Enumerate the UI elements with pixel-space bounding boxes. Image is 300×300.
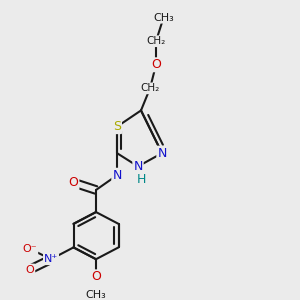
- Text: CH₃: CH₃: [153, 13, 174, 23]
- Text: O: O: [69, 176, 78, 189]
- Text: H: H: [136, 173, 146, 186]
- Text: S: S: [113, 120, 121, 133]
- Text: CH₃: CH₃: [85, 290, 106, 300]
- Text: O: O: [26, 265, 34, 275]
- Text: CH₂: CH₂: [140, 83, 160, 93]
- Text: CH₂: CH₂: [146, 36, 166, 46]
- Text: O⁻: O⁻: [23, 244, 37, 254]
- Text: O: O: [151, 58, 161, 71]
- Text: O: O: [91, 270, 101, 284]
- Text: N⁺: N⁺: [44, 254, 58, 264]
- Text: N: N: [133, 160, 143, 173]
- Text: N: N: [112, 169, 122, 182]
- Text: N: N: [157, 147, 167, 160]
